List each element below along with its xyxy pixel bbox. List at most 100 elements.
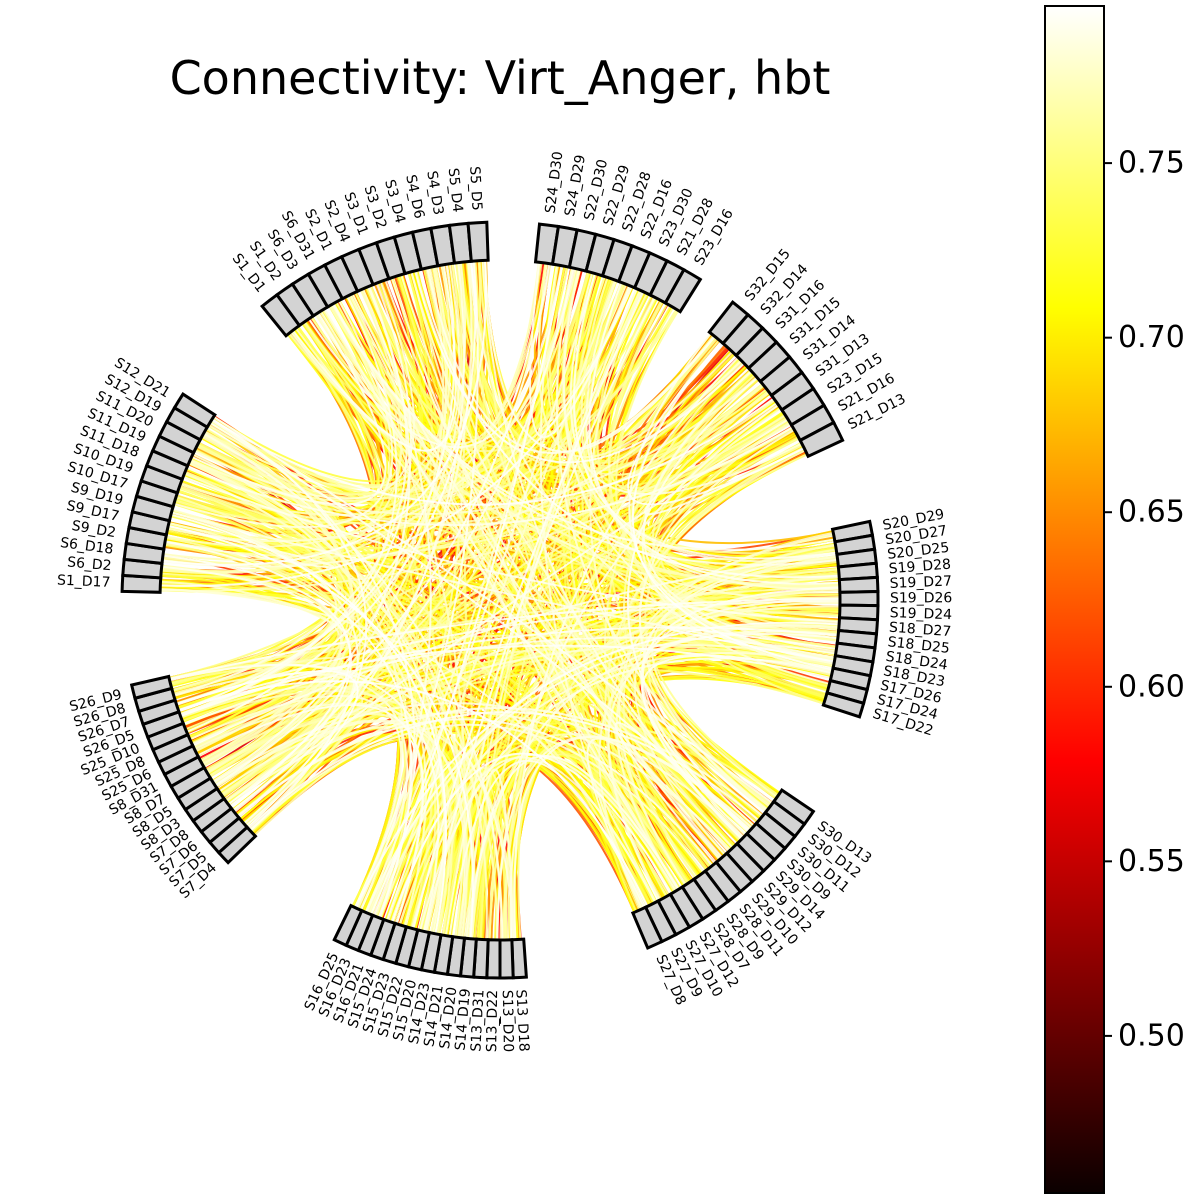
connection-line (197, 704, 424, 925)
connection-line (569, 272, 803, 496)
connection-line (390, 277, 680, 891)
connection-line (641, 654, 833, 833)
node-wedge (821, 691, 866, 719)
connection-line (165, 536, 437, 931)
connection-line (323, 308, 679, 891)
node-label: S5_D4 (445, 167, 466, 213)
connection-line (172, 657, 344, 753)
node-wedge (734, 325, 779, 371)
node-label: S6_D18 (59, 535, 114, 558)
node-label: S13_D20 (499, 990, 516, 1053)
connection-line (203, 432, 504, 941)
connection-line (173, 300, 394, 529)
node-label: S13_D22 (484, 990, 501, 1053)
connection-line (212, 286, 411, 783)
node-label: S20_D25 (886, 540, 950, 563)
node-wedge (567, 228, 598, 273)
connection-line (539, 264, 646, 909)
connection-line (627, 341, 805, 506)
node-wedge (663, 267, 703, 314)
colorbar-gradient (1044, 5, 1105, 1194)
connection-line (162, 260, 488, 566)
connection-line (170, 513, 448, 934)
connection-line (200, 267, 445, 762)
node-label: S18_D25 (887, 634, 951, 657)
connection-line (634, 555, 838, 856)
node-wedge (374, 235, 407, 281)
connection-line (425, 296, 656, 933)
connection-line (178, 680, 649, 907)
node-wedge (632, 250, 670, 297)
connection-line (243, 262, 466, 825)
connection-line (513, 356, 739, 940)
node-wedge (630, 905, 664, 950)
connection-line (365, 633, 838, 913)
colorbar-tick-label: 0.60 (1118, 669, 1185, 704)
connection-line (640, 586, 840, 840)
node-label: S13_D18 (512, 989, 531, 1052)
colorbar-tick-label: 0.65 (1118, 495, 1185, 530)
node-ring (120, 220, 880, 980)
connection-line (184, 472, 476, 939)
node-label: S19_D27 (889, 573, 952, 592)
connection-line (184, 449, 346, 532)
node-wedge (616, 243, 652, 290)
connection-line (162, 359, 743, 568)
connection-line (164, 525, 335, 569)
connection-line (167, 524, 474, 939)
node-wedge (720, 312, 765, 358)
connection-line (167, 526, 471, 939)
node-wedge (584, 232, 616, 278)
node-label: S18_D27 (888, 620, 951, 640)
connection-line (212, 702, 745, 838)
connection-line (422, 753, 677, 932)
node-wedge (798, 420, 845, 459)
node-wedge (322, 254, 360, 301)
node-label: S1_D17 (57, 573, 111, 591)
connection-line (193, 277, 422, 750)
node-label: S19_D24 (890, 605, 953, 623)
connection-line (632, 341, 834, 671)
connection-line (468, 755, 680, 939)
connection-line (644, 401, 805, 516)
connection-line (160, 286, 633, 588)
connection-line (212, 416, 774, 805)
connection-line (391, 752, 673, 923)
connection-line (189, 376, 758, 516)
connection-line (608, 306, 794, 493)
colorbar-tick-label: 0.75 (1118, 146, 1185, 181)
connection-line (211, 397, 775, 506)
connection-line (354, 621, 840, 909)
connection-line (372, 265, 564, 917)
node-wedge (837, 575, 880, 594)
node-wedge (707, 300, 751, 346)
connection-line (588, 282, 840, 585)
node-label: S6_D2 (66, 554, 112, 574)
connection-line (351, 293, 723, 859)
connection-line (414, 270, 745, 464)
connection-line (171, 511, 836, 659)
node-label: S19_D26 (890, 590, 952, 606)
connection-line (418, 269, 840, 579)
node-wedge (838, 589, 880, 608)
node-wedge (648, 258, 686, 305)
connection-line (374, 589, 840, 917)
connection-line (666, 626, 837, 663)
node-wedge (290, 272, 330, 318)
node-wedge (498, 938, 515, 980)
connection-line (359, 288, 432, 911)
node-label: S4_D3 (423, 170, 446, 216)
connection-line (164, 540, 413, 919)
connection-line (162, 554, 351, 808)
colorbar: 0.50 0.55 0.60 0.65 0.70 0.75 (1044, 5, 1185, 1194)
connection-line (232, 418, 789, 811)
node-wedge (274, 282, 316, 328)
node-wedge (789, 403, 836, 443)
node-wedge (447, 221, 473, 265)
connection-line (426, 267, 716, 454)
node-labels: S1_D1S1_D2S6_D3S6_D31S2_D1S2_D4S3_D1S3_D… (57, 150, 953, 1052)
node-wedge (260, 292, 302, 338)
connection-lines (160, 260, 841, 941)
node-wedge (600, 237, 634, 284)
